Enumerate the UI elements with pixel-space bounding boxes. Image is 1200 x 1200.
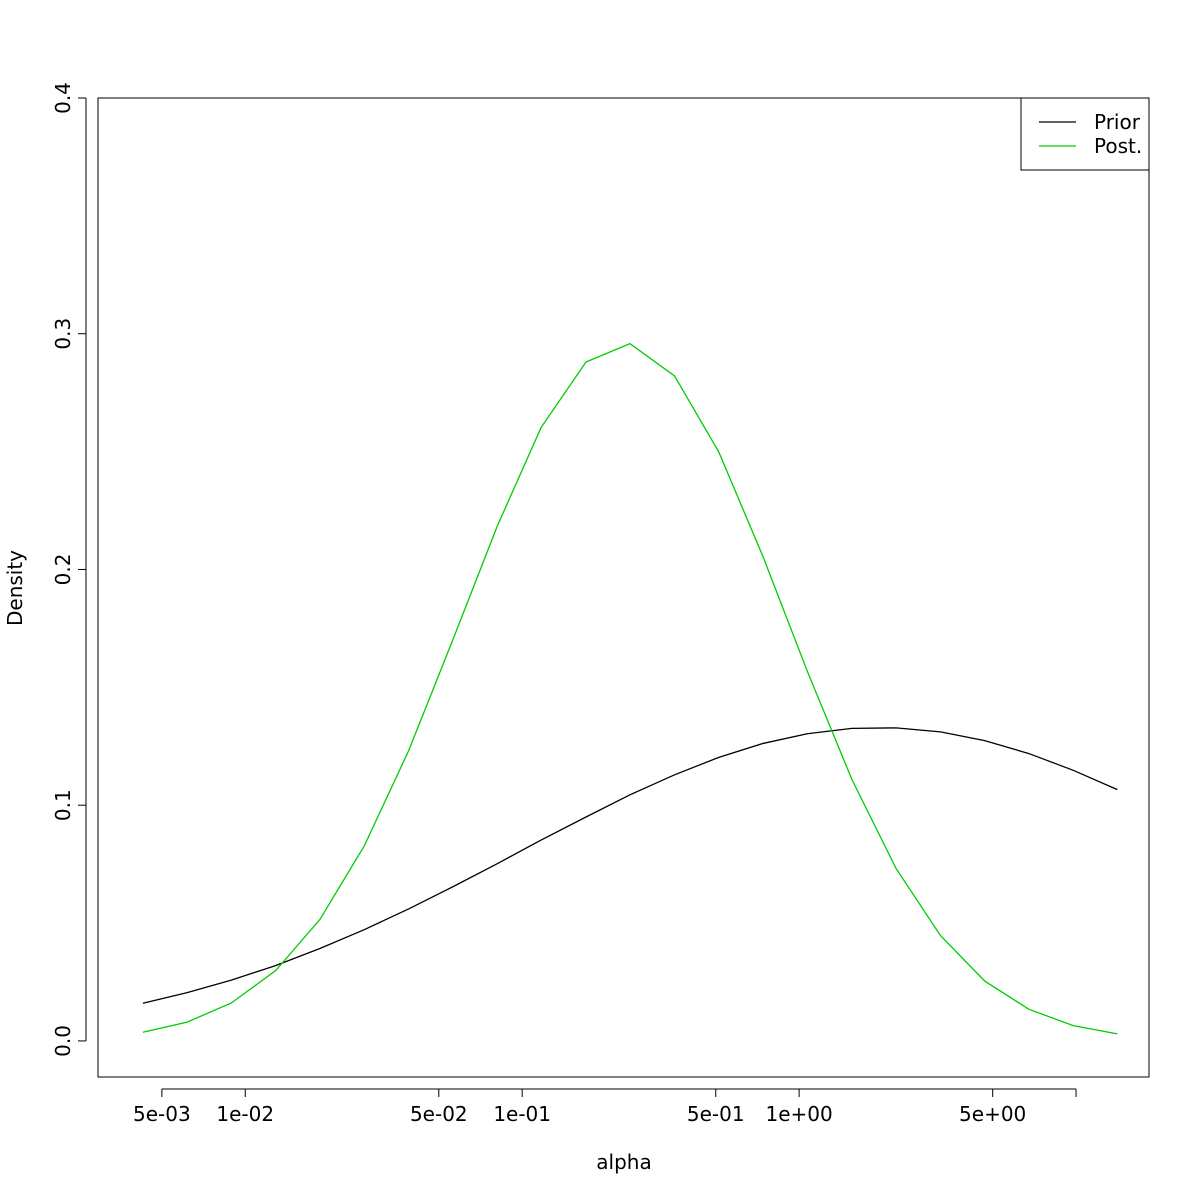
y-tick-label: 0.2	[51, 554, 75, 586]
x-tick-label: 5e-03	[133, 1102, 191, 1126]
y-tick-label: 0.4	[51, 82, 75, 114]
y-tick-label: 0.1	[51, 789, 75, 821]
x-tick-label: 5e-01	[687, 1102, 745, 1126]
x-tick-label: 1e-01	[493, 1102, 551, 1126]
y-tick-label: 0.0	[51, 1025, 75, 1057]
x-tick-label: 1e-02	[216, 1102, 274, 1126]
y-axis-label: Density	[3, 550, 27, 626]
legend-label: Prior	[1094, 110, 1141, 134]
x-tick-label: 5e+00	[959, 1102, 1026, 1126]
legend-box	[1020, 97, 1150, 171]
x-tick-label: 1e+00	[765, 1102, 832, 1126]
legend-label: Post.	[1094, 134, 1142, 158]
x-tick-label: 5e-02	[410, 1102, 468, 1126]
line-series	[142, 342, 1118, 1035]
line-series	[142, 727, 1118, 1004]
y-tick-label: 0.3	[51, 318, 75, 350]
x-axis-label: alpha	[596, 1150, 651, 1174]
plot-frame	[97, 97, 1150, 1078]
